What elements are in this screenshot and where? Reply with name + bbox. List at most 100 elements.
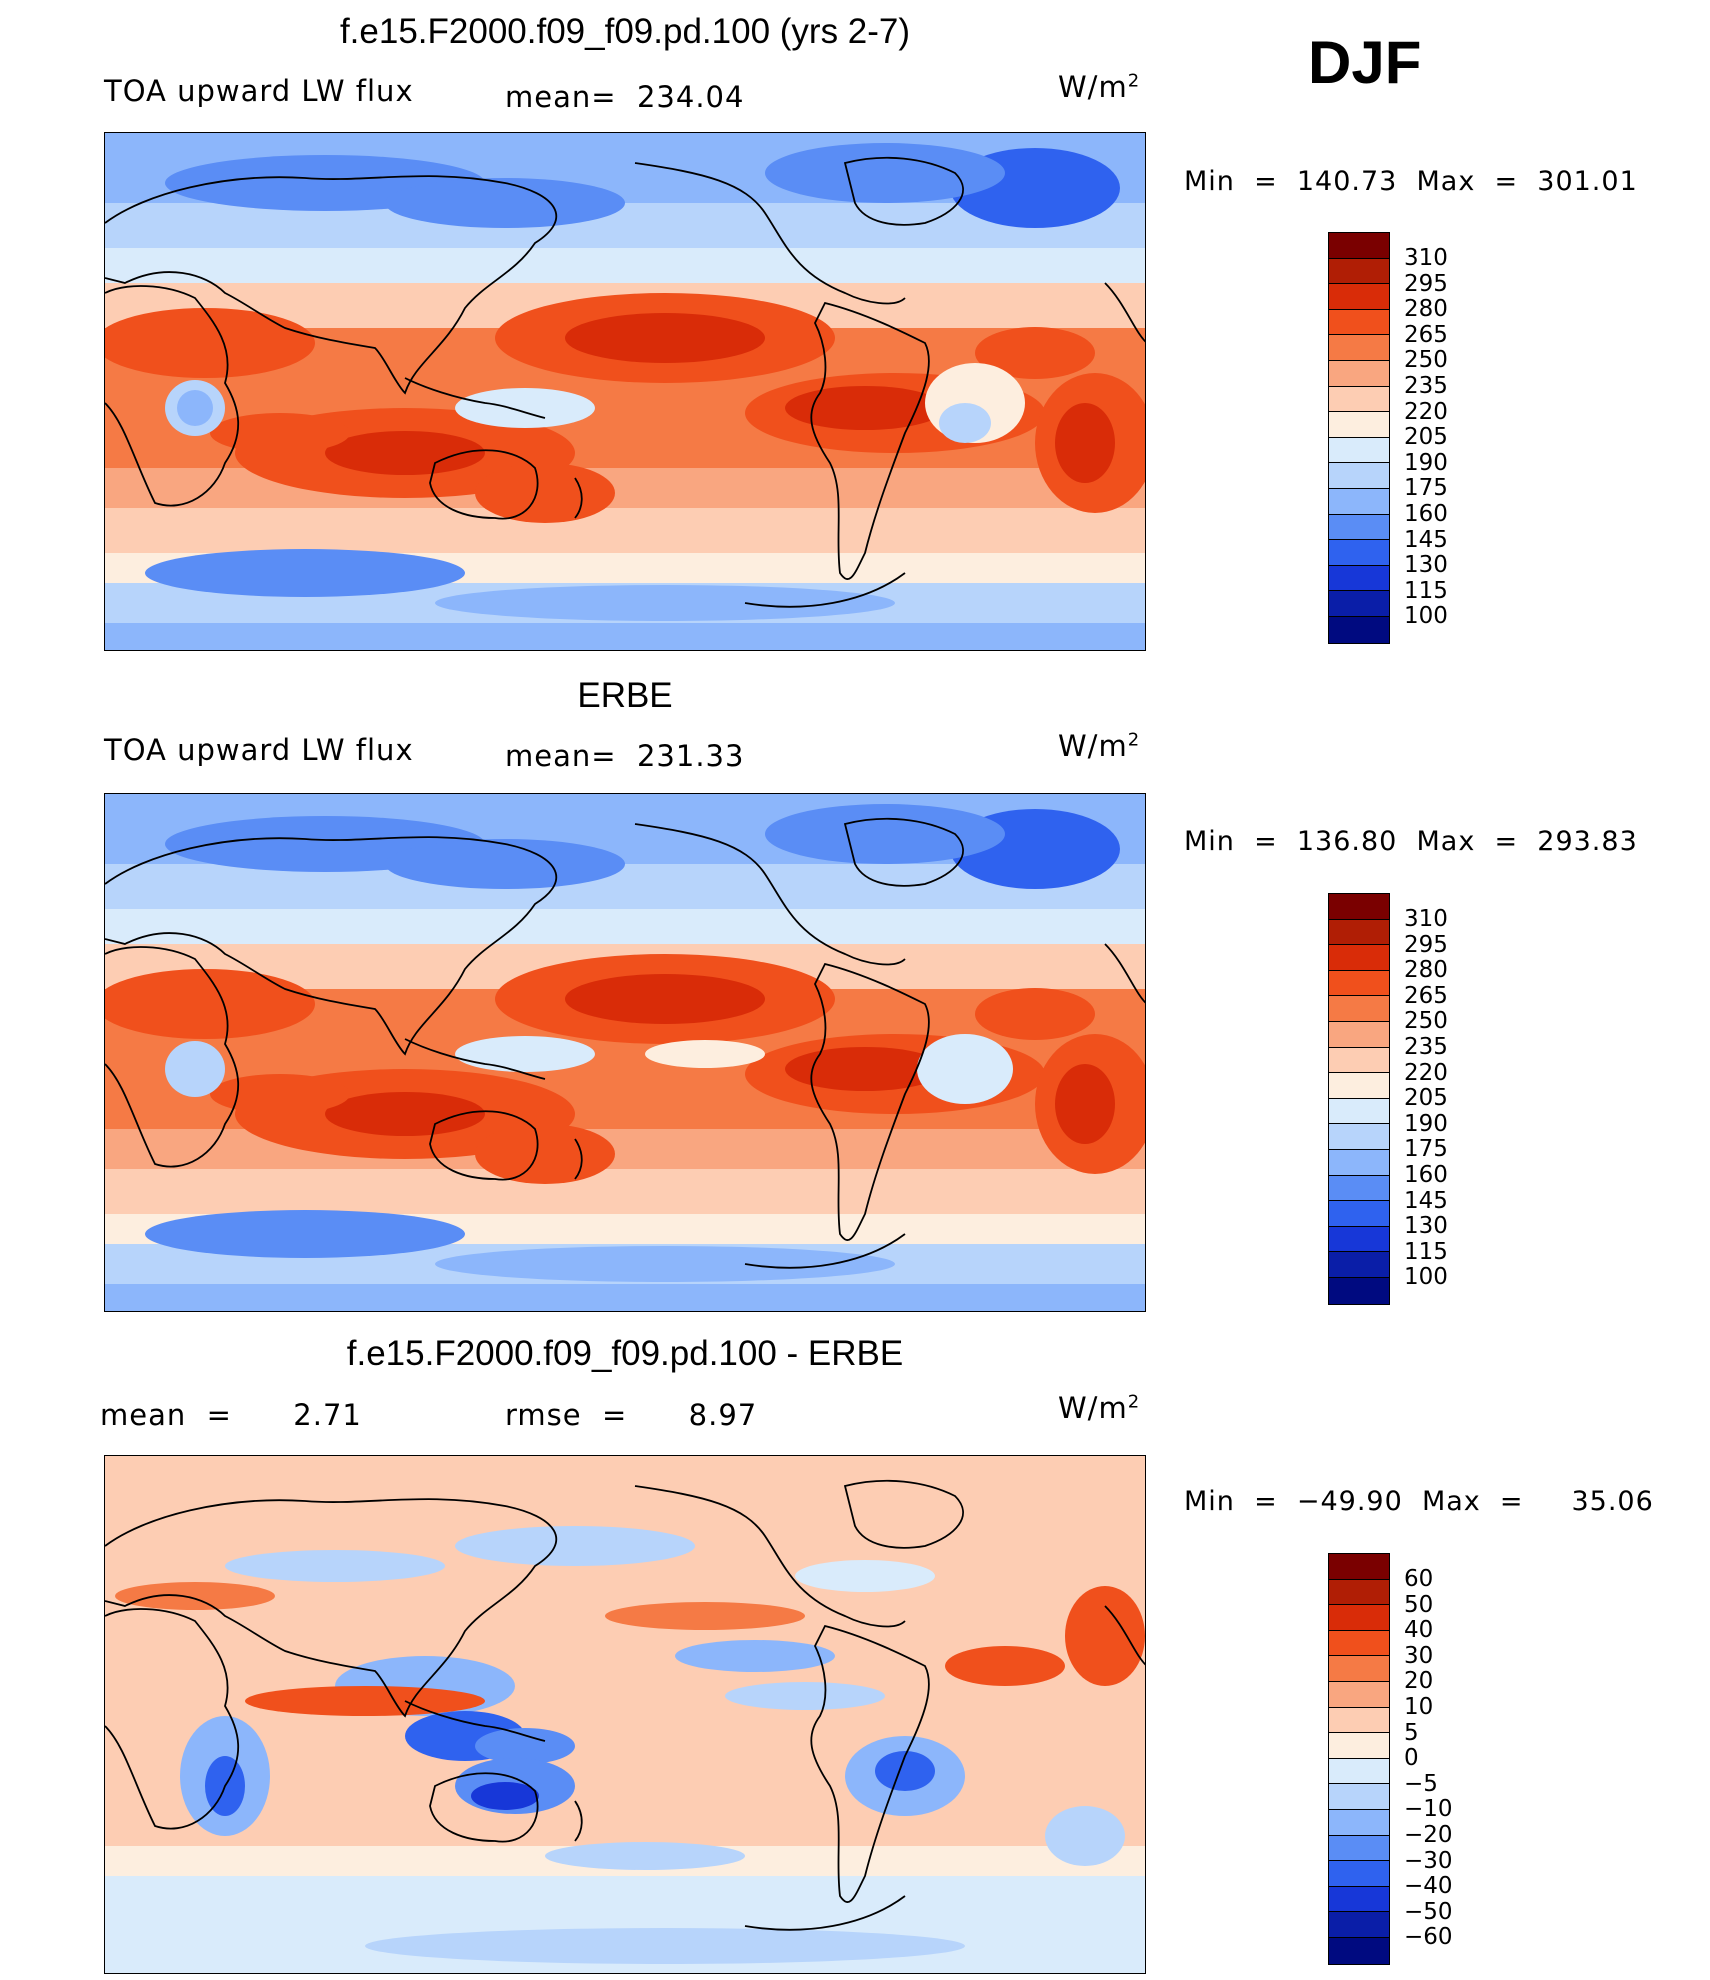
colorbar-tick-label: 145 <box>1404 526 1448 553</box>
colorbar-swatch <box>1329 919 1389 946</box>
units-label: W/m2 <box>1058 729 1141 763</box>
colorbar-swatch <box>1329 488 1389 515</box>
colorbar-tick-label: 250 <box>1404 1008 1448 1035</box>
colorbar-tick-label: −10 <box>1404 1796 1453 1823</box>
colorbar-swatch <box>1329 1554 1389 1580</box>
colorbar-swatch <box>1329 1175 1389 1202</box>
min-max-label: Min = 136.80 Max = 293.83 <box>1184 826 1638 857</box>
colorbar-swatch <box>1329 514 1389 541</box>
colorbar-swatch <box>1329 437 1389 464</box>
rmse-label: rmse = 8.97 <box>505 1398 758 1432</box>
colorbar-tick-label: 60 <box>1404 1566 1434 1592</box>
colorbar-swatch <box>1329 1277 1389 1304</box>
mean-label: mean= 234.04 <box>505 80 745 114</box>
colorbar-tick-label: −50 <box>1404 1898 1453 1925</box>
colorbar-tick-label: 190 <box>1404 449 1448 476</box>
colorbar <box>1328 1553 1390 1965</box>
colorbar-tick-label: 50 <box>1404 1591 1434 1618</box>
colorbar-tick-label: 10 <box>1404 1694 1434 1720</box>
colorbar-swatch <box>1329 1579 1389 1606</box>
map-field <box>105 794 1145 1311</box>
colorbar-swatch <box>1329 1886 1389 1913</box>
colorbar-swatch <box>1329 284 1389 310</box>
colorbar-tick-label: 235 <box>1404 1034 1448 1060</box>
colorbar-tick-label: 205 <box>1404 1085 1448 1112</box>
units-label: W/m2 <box>1058 1391 1141 1425</box>
coastlines <box>105 156 1145 608</box>
map-difference <box>104 1455 1146 1974</box>
colorbar-swatch <box>1329 335 1389 361</box>
min-max-label: Min = 140.73 Max = 301.01 <box>1184 166 1638 197</box>
units-label: W/m2 <box>1058 70 1141 104</box>
colorbar-tick-label: 280 <box>1404 296 1448 323</box>
mean-label: mean = 2.71 <box>100 1398 362 1432</box>
colorbar <box>1328 232 1390 644</box>
colorbar-swatch <box>1329 1226 1389 1253</box>
colorbar-tick-label: 265 <box>1404 321 1448 348</box>
mean-label: mean= 231.33 <box>505 739 745 773</box>
colorbar-tick-label: 265 <box>1404 982 1448 1009</box>
map-erbe <box>104 793 1146 1312</box>
colorbar-swatch <box>1329 1681 1389 1708</box>
colorbar-tick-label: 310 <box>1404 906 1448 932</box>
panel-title: f.e15.F2000.f09_f09.pd.100 (yrs 2-7) <box>339 12 911 51</box>
colorbar-tick-label: 30 <box>1404 1642 1434 1669</box>
colorbar-tick-label: 160 <box>1404 1162 1448 1188</box>
colorbar-swatch <box>1329 258 1389 285</box>
colorbar-swatch <box>1329 412 1389 438</box>
colorbar-tick-label: 0 <box>1404 1745 1419 1772</box>
coastlines <box>105 1479 1145 1931</box>
colorbar-tick-label: 190 <box>1404 1110 1448 1137</box>
colorbar-swatch <box>1329 360 1389 387</box>
colorbar-tick-label: 20 <box>1404 1668 1434 1695</box>
colorbar-swatch <box>1329 1124 1389 1150</box>
colorbar-tick-label: −60 <box>1404 1924 1453 1951</box>
panel-model: f.e15.F2000.f09_f09.pd.100 (yrs 2-7) TOA… <box>0 0 1710 660</box>
colorbar-swatch <box>1329 386 1389 413</box>
colorbar-tick-label: −40 <box>1404 1873 1453 1900</box>
colorbar-tick-label: 235 <box>1404 373 1448 399</box>
colorbar-tick-label: 100 <box>1404 1264 1448 1291</box>
colorbar-swatch <box>1329 1021 1389 1048</box>
colorbar-swatch <box>1329 1073 1389 1099</box>
min-max-label: Min = −49.90 Max = 35.06 <box>1184 1486 1654 1517</box>
colorbar-swatch <box>1329 1758 1389 1785</box>
colorbar-tick-label: 175 <box>1404 1136 1448 1163</box>
colorbar-tick-label: −30 <box>1404 1847 1453 1874</box>
colorbar-tick-label: 295 <box>1404 270 1448 297</box>
colorbar-tick-label: 40 <box>1404 1617 1434 1644</box>
colorbar-swatch <box>1329 996 1389 1022</box>
colorbar-swatch <box>1329 1784 1389 1810</box>
colorbar-tick-label: 175 <box>1404 475 1448 502</box>
colorbar-tick-label: 145 <box>1404 1187 1448 1214</box>
map-field <box>105 1456 1145 1973</box>
colorbar-tick-label: 115 <box>1404 1238 1448 1265</box>
colorbar-tick-label: 220 <box>1404 398 1448 425</box>
variable-label: TOA upward LW flux <box>104 74 414 108</box>
panel-title: f.e15.F2000.f09_f09.pd.100 - ERBE <box>346 1334 904 1373</box>
map-model <box>104 132 1146 651</box>
colorbar-swatch <box>1329 1630 1389 1657</box>
colorbar-tick-label: 160 <box>1404 501 1448 527</box>
colorbar-tick-label: 220 <box>1404 1059 1448 1086</box>
colorbar-swatch <box>1329 1861 1389 1887</box>
colorbar-tick-label: 295 <box>1404 931 1448 958</box>
colorbar-swatch <box>1329 463 1389 489</box>
colorbar-tick-label: 130 <box>1404 1213 1448 1240</box>
colorbar-swatch <box>1329 540 1389 566</box>
panel-title: ERBE <box>577 676 673 715</box>
colorbar-swatch <box>1329 1656 1389 1682</box>
colorbar-swatch <box>1329 1047 1389 1074</box>
colorbar-tick-label: 130 <box>1404 552 1448 579</box>
colorbar-swatch <box>1329 591 1389 617</box>
colorbar-swatch <box>1329 1733 1389 1759</box>
colorbar-swatch <box>1329 1201 1389 1227</box>
colorbar-swatch <box>1329 1912 1389 1938</box>
colorbar-swatch <box>1329 1605 1389 1631</box>
colorbar-swatch <box>1329 1809 1389 1836</box>
colorbar-swatch <box>1329 309 1389 336</box>
colorbar-swatch <box>1329 1149 1389 1176</box>
colorbar-tick-label: −20 <box>1404 1822 1453 1848</box>
colorbar-tick-label: 205 <box>1404 424 1448 451</box>
panel-erbe: ERBE TOA upward LW flux mean= 231.33 W/m… <box>0 660 1710 1320</box>
